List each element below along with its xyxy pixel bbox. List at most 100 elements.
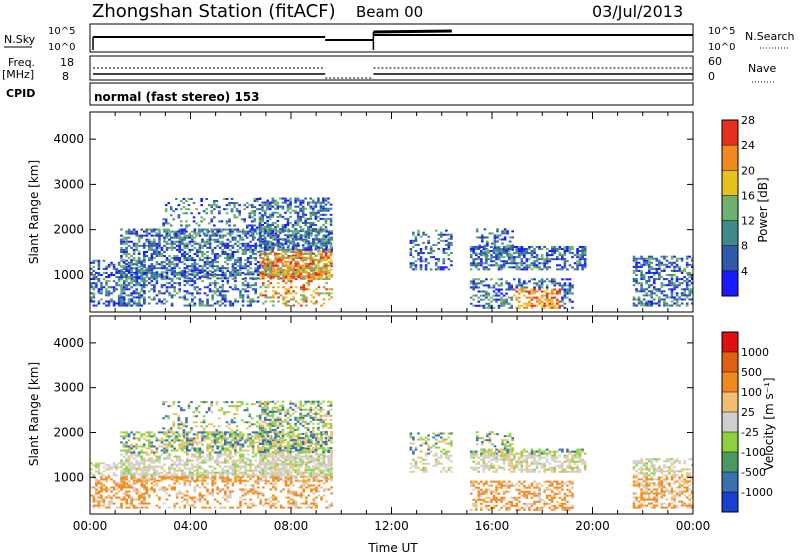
heatmap-cell <box>145 238 149 241</box>
heatmap-cell <box>218 453 222 456</box>
heatmap-cell <box>180 273 184 277</box>
heatmap-cell <box>320 276 323 279</box>
heatmap-cell <box>261 277 265 280</box>
heatmap-cell <box>668 296 671 299</box>
heatmap-cell <box>223 244 227 247</box>
heatmap-cell <box>535 300 539 303</box>
heatmap-cell <box>477 304 481 307</box>
heatmap-cell <box>92 486 96 489</box>
heatmap-cell <box>185 433 189 436</box>
heatmap-cell <box>160 475 164 478</box>
heatmap-cell <box>150 234 154 237</box>
heatmap-cell <box>322 272 325 275</box>
heatmap-cell <box>158 236 161 239</box>
heatmap-cell <box>678 298 681 301</box>
heatmap-cell <box>97 273 101 277</box>
heatmap-cell <box>312 302 316 305</box>
heatmap-cell <box>132 449 136 452</box>
heatmap-cell <box>324 272 328 275</box>
heatmap-cell <box>130 461 133 464</box>
heatmap-cell <box>234 435 237 438</box>
heatmap-cell <box>105 300 108 303</box>
heatmap-cell <box>286 264 290 267</box>
heatmap-cell <box>153 230 156 233</box>
heatmap-cell <box>307 280 311 283</box>
heatmap-cell <box>198 277 202 280</box>
heatmap-cell <box>282 271 285 274</box>
heatmap-cell <box>304 219 308 222</box>
heatmap-cell <box>658 290 661 293</box>
heatmap-cell <box>239 265 242 268</box>
heatmap-cell <box>319 203 323 206</box>
heatmap-cell <box>211 447 214 450</box>
heatmap-cell <box>320 278 323 281</box>
heatmap-cell <box>185 246 189 249</box>
heatmap-cell <box>211 273 214 277</box>
heatmap-cell <box>520 282 524 285</box>
heatmap-cell <box>218 431 222 434</box>
heatmap-cell <box>635 298 638 301</box>
heatmap-cell <box>197 212 201 215</box>
heatmap-cell <box>226 453 230 456</box>
heatmap-cell <box>533 296 536 299</box>
heatmap-cell <box>512 288 516 291</box>
heatmap-cell <box>690 290 694 293</box>
heatmap-cell <box>191 463 194 466</box>
heatmap-cell <box>251 469 255 472</box>
heatmap-cell <box>296 223 300 227</box>
heatmap-cell <box>201 455 204 458</box>
heatmap-cell <box>160 284 164 287</box>
colorbar-tick-label: 8 <box>741 240 748 253</box>
heatmap-cell <box>245 224 249 227</box>
heatmap-cell <box>153 257 156 260</box>
heatmap-cell <box>236 259 240 262</box>
heatmap-cell <box>183 445 187 448</box>
heatmap-cell <box>312 256 315 259</box>
heatmap-cell <box>510 286 514 289</box>
heatmap-cell <box>296 197 300 200</box>
heatmap-cell <box>229 230 232 233</box>
heatmap-cell <box>163 433 166 436</box>
heatmap-cell <box>236 463 240 466</box>
heatmap-cell <box>229 300 232 303</box>
heatmap-cell <box>221 277 225 280</box>
heatmap-cell <box>251 278 255 281</box>
heatmap-cell <box>238 210 241 213</box>
heatmap-cell <box>150 475 154 478</box>
heatmap-cell <box>647 290 651 293</box>
heatmap-cell <box>673 261 676 264</box>
heatmap-cell <box>277 246 280 249</box>
heatmap-cell <box>236 441 240 444</box>
heatmap-cell <box>221 244 225 247</box>
heatmap-cell <box>445 229 448 232</box>
heatmap-cell <box>239 457 242 460</box>
heatmap-cell <box>327 298 331 301</box>
heatmap-cell <box>249 254 252 258</box>
heatmap-cell <box>474 294 478 297</box>
heatmap-cell <box>266 222 269 225</box>
heatmap-cell <box>675 265 679 268</box>
heatmap-cell <box>472 260 476 263</box>
heatmap-cell <box>251 298 255 301</box>
heatmap-cell <box>324 203 328 206</box>
heatmap-cell <box>142 242 146 245</box>
heatmap-cell <box>160 252 164 255</box>
heatmap-cell <box>505 247 508 251</box>
heatmap-cell <box>286 270 290 273</box>
heatmap-cell <box>274 228 277 231</box>
heatmap-cell <box>218 451 222 454</box>
heatmap-cell <box>226 244 230 247</box>
heatmap-cell <box>140 502 144 505</box>
heatmap-cell <box>208 273 212 277</box>
heatmap-cell <box>223 441 227 444</box>
heatmap-cell <box>475 228 479 231</box>
heatmap-cell <box>294 265 298 268</box>
heatmap-cell <box>673 302 676 305</box>
heatmap-cell <box>269 261 273 264</box>
heatmap-cell <box>107 263 111 266</box>
heatmap-cell <box>663 263 666 266</box>
heatmap-cell <box>155 447 159 450</box>
heatmap-cell <box>221 242 225 245</box>
heatmap-cell <box>309 207 313 210</box>
heatmap-cell <box>211 275 214 278</box>
